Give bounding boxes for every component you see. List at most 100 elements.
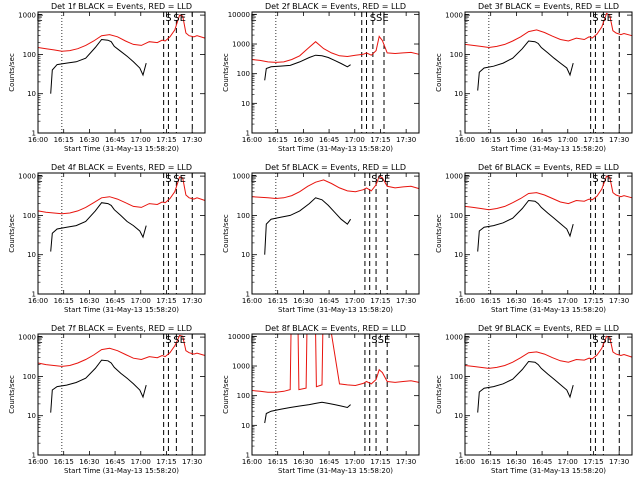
x-tick-label: 16:30	[506, 136, 526, 144]
lld-series-line	[464, 175, 633, 211]
y-axis-label: Counts/sec	[435, 375, 443, 414]
y-tick-label: 1000	[232, 173, 250, 181]
lld-series-line	[251, 333, 420, 393]
x-tick-label: 17:15	[156, 136, 176, 144]
x-tick-label: 17:00	[345, 458, 365, 466]
events-series-line	[50, 38, 147, 94]
y-axis-label: Counts/sec	[435, 53, 443, 92]
interval-marker-e: E	[250, 13, 256, 24]
y-tick-label: 100	[23, 212, 36, 220]
plot-frame	[464, 172, 633, 295]
y-tick-label: 100	[450, 51, 463, 59]
x-tick-label: 17:30	[609, 297, 629, 305]
y-tick-label: 100	[23, 51, 36, 59]
x-tick-label: 17:00	[345, 297, 365, 305]
y-tick-label: 1	[32, 130, 36, 138]
x-tick-label: 16:00	[455, 136, 475, 144]
y-tick-label: 1	[32, 452, 36, 460]
events-series-line	[477, 199, 574, 252]
x-tick-label: 17:15	[583, 458, 603, 466]
y-tick-label: 100	[237, 392, 250, 400]
interval-marker-e: E	[463, 13, 469, 24]
plot-frame	[251, 172, 420, 295]
chart-title: Det 7f BLACK = Events, RED = LLD	[51, 324, 192, 333]
interval-marker-s: S	[165, 13, 171, 24]
x-axis-label: Start Time (31-May-13 15:58:20)	[278, 306, 393, 314]
y-tick-label: 1000	[445, 173, 463, 181]
x-tick-label: 16:30	[506, 297, 526, 305]
interval-marker-s: S	[173, 174, 179, 185]
y-tick-label: 10000	[228, 11, 250, 19]
x-tick-label: 16:00	[28, 458, 48, 466]
x-tick-label: 16:45	[532, 136, 552, 144]
x-tick-label: 16:15	[481, 458, 501, 466]
x-tick-label: 16:30	[506, 458, 526, 466]
x-tick-label: 17:00	[131, 458, 151, 466]
interval-marker-s: S	[592, 335, 598, 346]
x-tick-label: 16:45	[532, 297, 552, 305]
interval-marker-s: S	[378, 335, 384, 346]
chart-panel-9f: Det 9f BLACK = Events, RED = LLD Counts/s…	[435, 324, 633, 475]
x-tick-label: 16:00	[242, 458, 262, 466]
x-tick-label: 16:15	[54, 297, 74, 305]
y-tick-label: 1000	[445, 334, 463, 342]
events-series-line	[477, 40, 574, 91]
interval-marker-s: S	[600, 335, 606, 346]
chart-panel-6f: Det 6f BLACK = Events, RED = LLD Counts/s…	[435, 163, 633, 314]
x-tick-label: 17:30	[609, 458, 629, 466]
interval-marker-e: E	[36, 13, 42, 24]
x-tick-label: 16:15	[54, 458, 74, 466]
y-tick-label: 10	[454, 90, 463, 98]
lld-series-line	[464, 335, 633, 369]
x-tick-label: 16:30	[293, 136, 313, 144]
x-tick-label: 17:30	[396, 458, 416, 466]
x-axis-label: Start Time (31-May-13 15:58:20)	[491, 145, 606, 153]
x-tick-label: 16:45	[319, 297, 339, 305]
chart-panel-4f: Det 4f BLACK = Events, RED = LLD Counts/s…	[8, 163, 206, 314]
interval-marker-e: E	[607, 13, 613, 24]
x-axis-label: Start Time (31-May-13 15:58:20)	[278, 145, 393, 153]
chart-title: Det 5f BLACK = Events, RED = LLD	[265, 163, 406, 172]
interval-marker-s: S	[600, 13, 606, 24]
interval-marker-e: E	[607, 174, 613, 185]
chart-title: Det 8f BLACK = Events, RED = LLD	[265, 324, 406, 333]
interval-marker-s: S	[376, 13, 382, 24]
interval-marker-e: E	[607, 335, 613, 346]
interval-marker-e: E	[180, 174, 186, 185]
interval-marker-s: S	[592, 174, 598, 185]
x-tick-label: 16:15	[268, 136, 288, 144]
interval-marker-s: S	[371, 174, 377, 185]
x-tick-label: 16:15	[268, 297, 288, 305]
interval-marker-e: E	[36, 174, 42, 185]
x-tick-label: 16:45	[319, 458, 339, 466]
interval-marker-s: S	[165, 174, 171, 185]
interval-marker-s: S	[600, 174, 606, 185]
x-tick-label: 16:00	[242, 297, 262, 305]
x-tick-label: 17:15	[583, 136, 603, 144]
interval-marker-s: S	[592, 13, 598, 24]
y-tick-label: 100	[23, 373, 36, 381]
x-tick-label: 16:45	[319, 136, 339, 144]
x-tick-label: 17:00	[131, 297, 151, 305]
x-tick-label: 17:30	[396, 297, 416, 305]
interval-marker-e: E	[180, 335, 186, 346]
interval-marker-e: E	[384, 174, 390, 185]
y-tick-label: 1000	[18, 12, 36, 20]
chart-title: Det 2f BLACK = Events, RED = LLD	[265, 2, 406, 11]
x-tick-label: 16:00	[242, 136, 262, 144]
events-series-line	[264, 401, 351, 424]
lld-series-line	[37, 176, 206, 215]
chart-title: Det 6f BLACK = Events, RED = LLD	[478, 163, 619, 172]
y-axis-label: Counts/sec	[435, 214, 443, 253]
x-tick-label: 17:00	[345, 136, 365, 144]
interval-marker-e: E	[463, 335, 469, 346]
y-tick-label: 1000	[18, 334, 36, 342]
x-tick-label: 16:00	[28, 136, 48, 144]
plot-frame	[37, 172, 206, 295]
x-tick-label: 16:00	[455, 458, 475, 466]
x-tick-label: 16:30	[293, 458, 313, 466]
x-tick-label: 16:45	[105, 136, 125, 144]
x-tick-label: 16:45	[105, 458, 125, 466]
x-axis-label: Start Time (31-May-13 15:58:20)	[491, 306, 606, 314]
y-tick-label: 10	[241, 251, 250, 259]
